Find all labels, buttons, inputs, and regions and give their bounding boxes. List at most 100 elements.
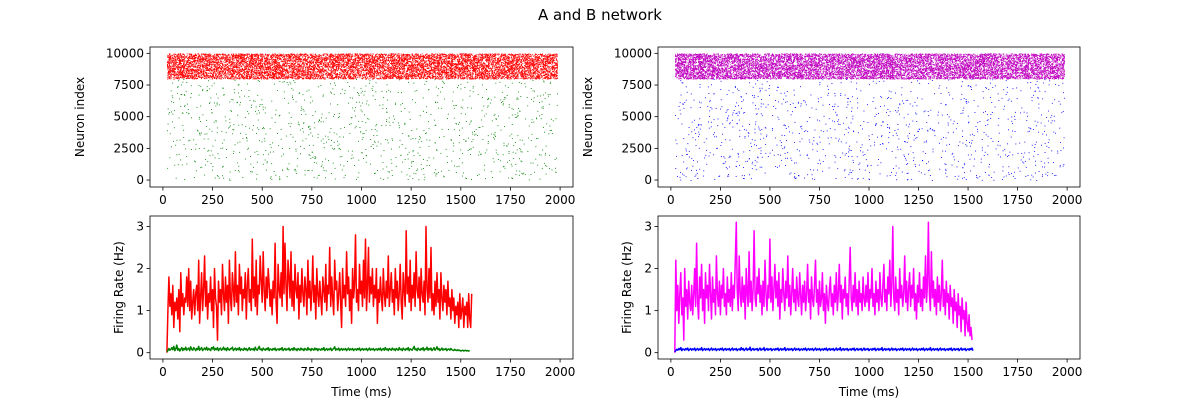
raster-a-spike xyxy=(479,59,481,60)
raster-a-spike xyxy=(256,63,258,65)
raster-a-spike xyxy=(342,59,344,60)
raster-a-spike xyxy=(190,73,192,74)
raster-a-spike xyxy=(311,59,313,61)
raster-a-spike xyxy=(167,61,169,63)
raster-a-spike xyxy=(169,68,171,70)
raster-a-spike xyxy=(392,67,394,68)
raster-a-spike xyxy=(178,60,179,61)
raster-a-spike xyxy=(501,67,503,69)
raster-a-spike xyxy=(546,73,548,75)
raster-a-spike xyxy=(247,71,249,72)
raster-a-spike xyxy=(505,58,507,60)
raster-a-spike xyxy=(204,61,206,63)
raster-a-spike xyxy=(262,57,263,59)
raster-a-spike xyxy=(331,57,333,58)
raster-a-spike xyxy=(515,64,517,66)
raster-a-spike xyxy=(179,57,180,59)
raster-a-spike xyxy=(251,76,252,77)
raster-a-spike xyxy=(406,61,408,63)
raster-a-spike xyxy=(319,76,321,78)
raster-a-spike xyxy=(264,70,265,72)
raster-a-spike xyxy=(375,72,376,74)
raster-a-spike xyxy=(510,54,511,56)
raster-a-spike xyxy=(461,63,462,65)
raster-a-spike xyxy=(307,54,309,56)
raster-a-spike xyxy=(392,74,394,75)
raster-a-spike xyxy=(214,67,216,68)
raster-a-spike xyxy=(438,54,439,56)
raster-a-spike xyxy=(295,65,296,67)
raster-a-spike xyxy=(232,70,234,71)
raster-a-spike xyxy=(288,72,290,74)
raster-a-spike xyxy=(340,57,342,59)
raster-a-spike xyxy=(280,73,282,75)
raster-a-spike xyxy=(438,60,439,61)
raster-a-spike xyxy=(535,68,537,70)
raster-a-spike xyxy=(556,56,558,58)
raster-a-spike xyxy=(449,61,450,63)
raster-a-spike xyxy=(224,75,226,77)
raster-a-spike xyxy=(543,56,545,58)
raster-a-spike xyxy=(496,78,498,80)
raster-a-spike xyxy=(541,71,543,73)
raster-a-spike xyxy=(536,58,538,60)
raster-a-spike xyxy=(426,65,428,67)
raster-a-spike xyxy=(238,70,240,72)
raster-a-spike xyxy=(266,77,268,79)
raster-a-spike xyxy=(365,60,367,62)
raster-a-spike xyxy=(535,56,537,58)
raster-a-spike xyxy=(395,71,397,73)
raster-a-spike xyxy=(479,62,481,64)
raster-a-spike xyxy=(172,70,174,72)
raster-a-spike xyxy=(302,62,303,64)
raster-a-spike xyxy=(238,56,239,57)
raster-a-spike xyxy=(341,53,343,55)
raster-a-spike xyxy=(451,68,453,70)
raster-a-spike xyxy=(533,64,535,66)
raster-a-spike xyxy=(214,64,216,66)
raster-a-spike xyxy=(226,61,227,63)
raster-a-spike xyxy=(207,68,209,70)
raster-a-spike xyxy=(385,75,387,77)
raster-a-spike xyxy=(272,55,274,56)
raster-a-spike xyxy=(510,62,512,64)
raster-a-spike xyxy=(252,58,254,60)
raster-a-spike xyxy=(373,65,375,67)
raster-a-spike xyxy=(481,65,483,67)
raster-a-spike xyxy=(191,77,193,78)
raster-a-spike xyxy=(456,71,458,73)
raster-a-spike xyxy=(376,56,377,58)
raster-a-spike xyxy=(168,60,170,62)
raster-a-spike xyxy=(282,61,284,62)
raster-a-spike xyxy=(219,71,221,73)
raster-a-spike xyxy=(169,57,171,59)
raster-a-spike xyxy=(203,73,205,75)
raster-a-spike xyxy=(224,54,226,56)
raster-a-spike xyxy=(171,60,173,61)
raster-a-spike xyxy=(483,78,484,80)
raster-a-spike xyxy=(409,55,411,57)
raster-a-spike xyxy=(201,77,203,78)
raster-a-spike xyxy=(310,64,311,66)
raster-a-spike xyxy=(177,55,179,57)
raster-a-spike xyxy=(457,74,459,76)
raster-a-spike xyxy=(248,74,249,76)
raster-a-spike xyxy=(371,78,373,80)
raster-a-spike xyxy=(295,59,297,61)
raster-a-spike xyxy=(258,63,260,65)
raster-a-spike xyxy=(208,62,210,64)
raster-a-spike xyxy=(254,69,256,71)
raster-a-spike xyxy=(486,64,488,66)
raster-a-spike xyxy=(229,62,231,63)
raster-a-spike xyxy=(498,76,500,78)
raster-a-spike xyxy=(192,77,194,79)
raster-a-spike xyxy=(369,67,371,69)
raster-a-spike xyxy=(514,72,516,73)
raster-a-spike xyxy=(511,54,513,56)
raster-a-spike xyxy=(515,63,516,64)
raster-a-spike xyxy=(258,73,260,75)
raster-a-spike xyxy=(373,66,375,68)
raster-a-spike xyxy=(439,62,441,64)
raster-a-spike xyxy=(519,57,521,59)
raster-a-spike xyxy=(229,66,231,68)
